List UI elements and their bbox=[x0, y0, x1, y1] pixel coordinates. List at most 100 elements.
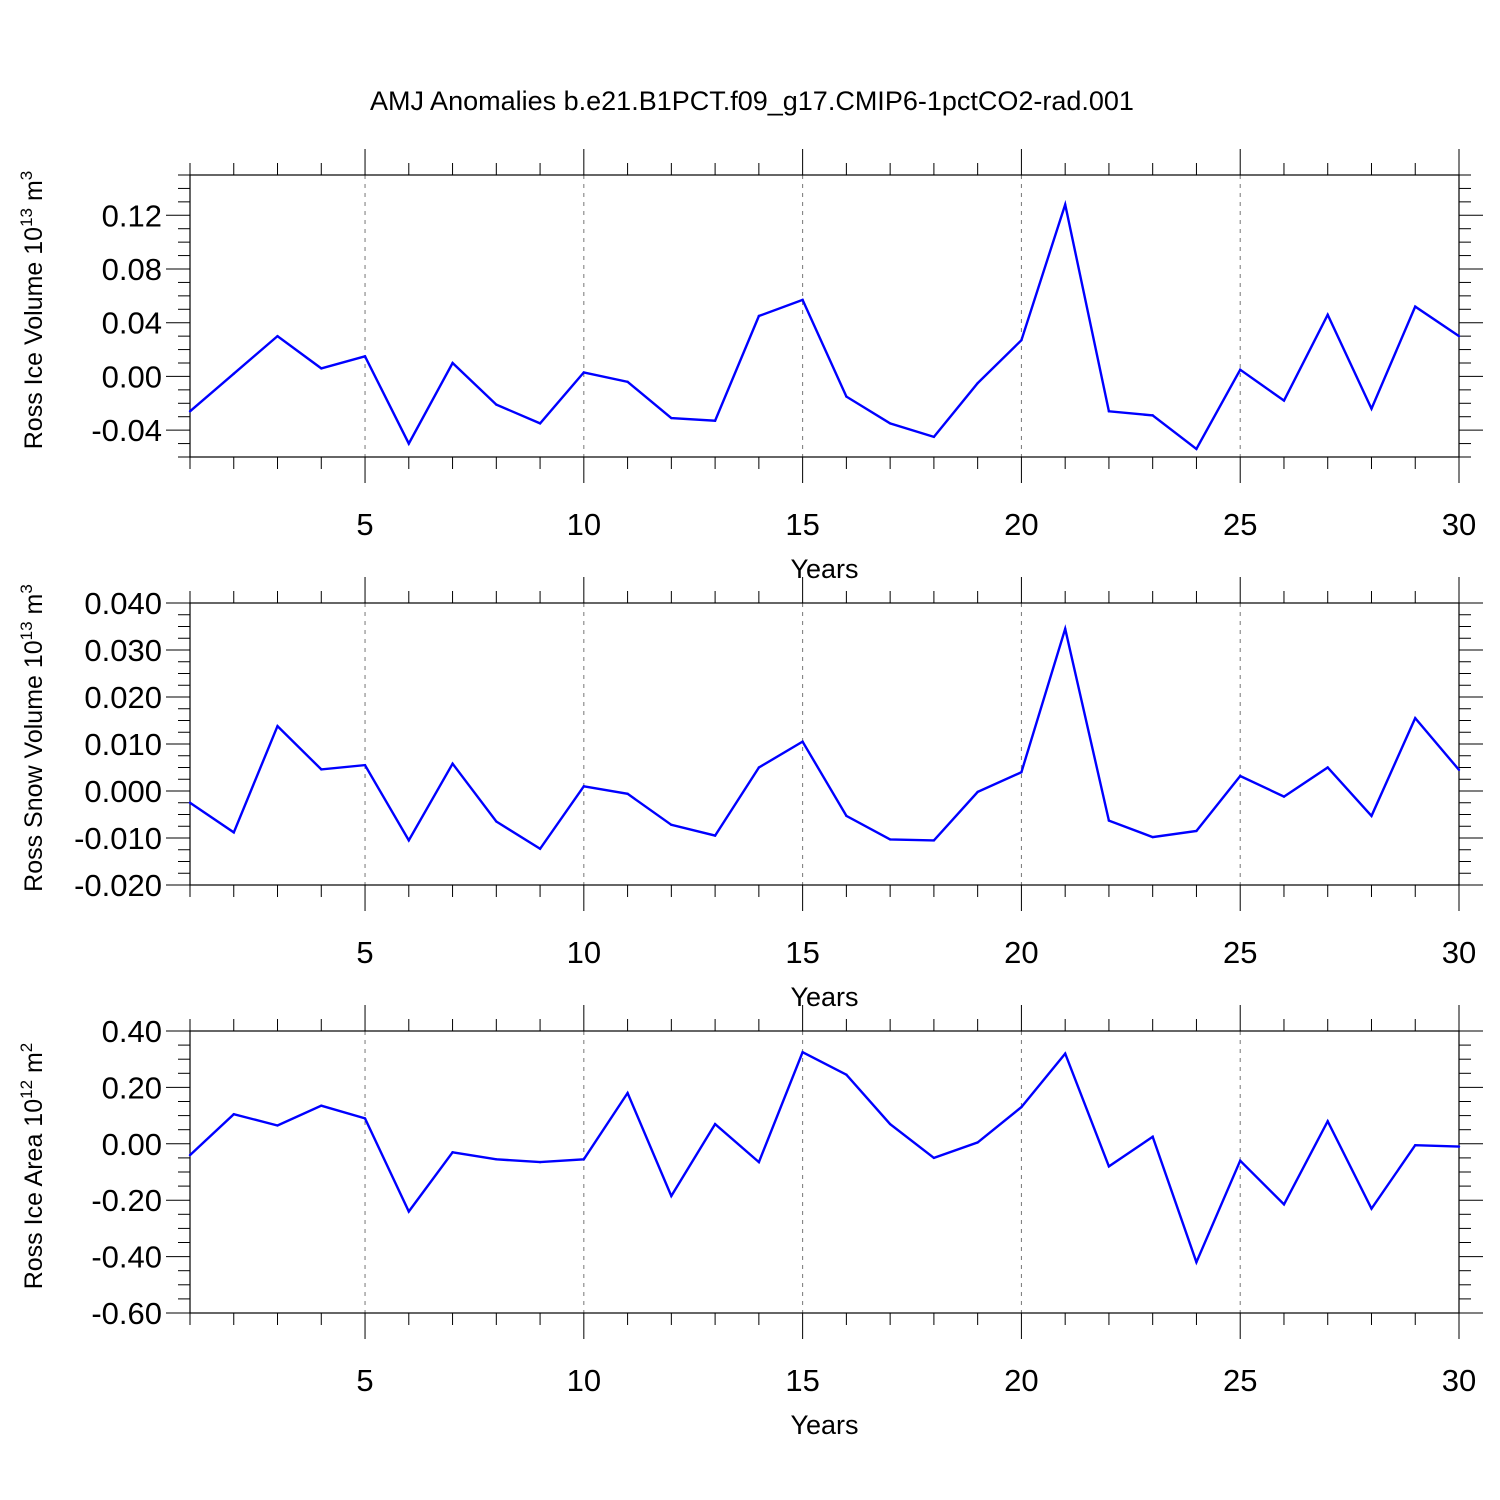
data-point bbox=[232, 831, 235, 834]
x-tick-label: 30 bbox=[1442, 1363, 1476, 1398]
y-tick-label: 0.010 bbox=[84, 727, 162, 762]
data-point bbox=[1063, 627, 1067, 631]
y-tick-label: 0.000 bbox=[84, 774, 162, 809]
panel-3: -0.60 -0.40 -0.20 0.00 0.20 0.40 5 10 15 20 25 30 Ye… bbox=[17, 1005, 1483, 1440]
data-point bbox=[1282, 1203, 1286, 1206]
data-point bbox=[188, 410, 192, 413]
data-point bbox=[1370, 814, 1373, 818]
data-point bbox=[1282, 795, 1286, 798]
data-point bbox=[713, 834, 717, 837]
data-point bbox=[232, 1112, 235, 1116]
y-axis-label-text: Ross Ice Area 10 bbox=[20, 1099, 48, 1289]
data-point bbox=[495, 820, 498, 823]
x-tick-label: 5 bbox=[356, 507, 373, 542]
x-tick-label: 30 bbox=[1442, 935, 1476, 970]
y-tick-label: 0.00 bbox=[102, 1127, 162, 1162]
data-point bbox=[538, 1160, 542, 1164]
data-point bbox=[320, 768, 323, 771]
data-point bbox=[1457, 1145, 1461, 1148]
x-tick-label: 20 bbox=[1004, 1363, 1038, 1398]
y-axis-label-exponent: 13 bbox=[17, 208, 36, 227]
data-point bbox=[757, 766, 761, 769]
y-tick-label: -0.010 bbox=[74, 821, 162, 856]
y-tick-label: 0.08 bbox=[102, 252, 162, 287]
x-tick-label: 20 bbox=[1004, 507, 1038, 542]
y-tick-label: -0.020 bbox=[74, 868, 162, 903]
y-tick-label: 0.030 bbox=[84, 633, 162, 668]
y-tick-label: -0.20 bbox=[91, 1183, 162, 1218]
x-tick-label: 25 bbox=[1223, 935, 1257, 970]
y-axis-label: Ross Ice Area 1012 m2 bbox=[17, 1043, 48, 1290]
data-point bbox=[276, 724, 279, 728]
data-point bbox=[363, 355, 367, 358]
y-axis-label-unit: m bbox=[20, 180, 48, 208]
data-point bbox=[932, 435, 936, 439]
data-point bbox=[626, 1091, 629, 1095]
data-point bbox=[1326, 313, 1329, 316]
data-point bbox=[670, 823, 673, 827]
data-point bbox=[757, 314, 761, 318]
data-point bbox=[1107, 819, 1111, 822]
data-point bbox=[582, 785, 586, 788]
data-point bbox=[451, 762, 454, 765]
x-axis-label: Years bbox=[790, 982, 858, 1012]
x-tick-label: 15 bbox=[785, 507, 819, 542]
data-point bbox=[801, 298, 804, 302]
data-point bbox=[320, 1104, 323, 1107]
y-tick-label: -0.04 bbox=[91, 413, 162, 448]
data-point bbox=[1063, 203, 1067, 206]
data-point bbox=[1020, 1105, 1023, 1109]
data-point bbox=[801, 1050, 804, 1054]
data-point bbox=[1414, 1144, 1417, 1147]
data-point bbox=[1151, 835, 1154, 839]
data-point bbox=[320, 367, 323, 370]
y-tick-label: 0.40 bbox=[102, 1014, 162, 1049]
series-line bbox=[189, 1050, 1460, 1266]
y-tick-label: 0.04 bbox=[102, 306, 162, 341]
series-line bbox=[189, 199, 1460, 451]
data-point bbox=[888, 838, 892, 841]
data-point bbox=[845, 395, 848, 398]
data-point bbox=[1326, 1120, 1329, 1123]
data-point bbox=[582, 371, 586, 374]
x-tick-label: 30 bbox=[1442, 507, 1476, 542]
data-point bbox=[1239, 368, 1242, 371]
data-point bbox=[276, 1124, 279, 1127]
data-point bbox=[976, 790, 979, 794]
data-point bbox=[407, 839, 410, 842]
data-point bbox=[538, 847, 542, 851]
data-point bbox=[1195, 829, 1198, 833]
series-line bbox=[189, 624, 1460, 851]
data-point bbox=[232, 372, 235, 375]
data-point bbox=[1151, 414, 1154, 417]
data-point bbox=[670, 1194, 673, 1198]
data-point bbox=[1107, 1165, 1111, 1168]
data-point bbox=[1239, 1159, 1242, 1162]
data-point bbox=[1020, 771, 1023, 774]
data-point bbox=[845, 1073, 848, 1076]
data-point bbox=[538, 422, 542, 425]
x-tick-label: 5 bbox=[356, 1363, 373, 1398]
panels: -0.040.000.040.080.125 10 15 20 25 30YearsRos… bbox=[17, 149, 1483, 1440]
data-point bbox=[495, 403, 498, 406]
y-axis-label-text: Ross Snow Volume 10 bbox=[20, 640, 48, 892]
data-point bbox=[670, 416, 673, 420]
y-axis-label: Ross Snow Volume 1013 m3 bbox=[17, 584, 48, 892]
y-axis-label-unit: m bbox=[20, 1052, 48, 1080]
y-tick-label: 0.20 bbox=[102, 1070, 162, 1105]
data-point bbox=[888, 422, 892, 425]
y-axis-label-unit-exponent: 2 bbox=[17, 1043, 36, 1052]
x-tick-label: 25 bbox=[1223, 1363, 1257, 1398]
data-point bbox=[1195, 447, 1198, 451]
x-tick-label: 15 bbox=[785, 1363, 819, 1398]
data-point bbox=[188, 801, 192, 804]
data-point bbox=[451, 361, 454, 365]
data-point bbox=[932, 839, 936, 842]
data-point bbox=[363, 763, 367, 767]
data-point bbox=[1414, 305, 1417, 308]
y-axis-label-unit-exponent: 3 bbox=[17, 171, 36, 180]
data-point bbox=[1107, 410, 1111, 413]
y-axis-label-unit-exponent: 3 bbox=[17, 584, 36, 593]
